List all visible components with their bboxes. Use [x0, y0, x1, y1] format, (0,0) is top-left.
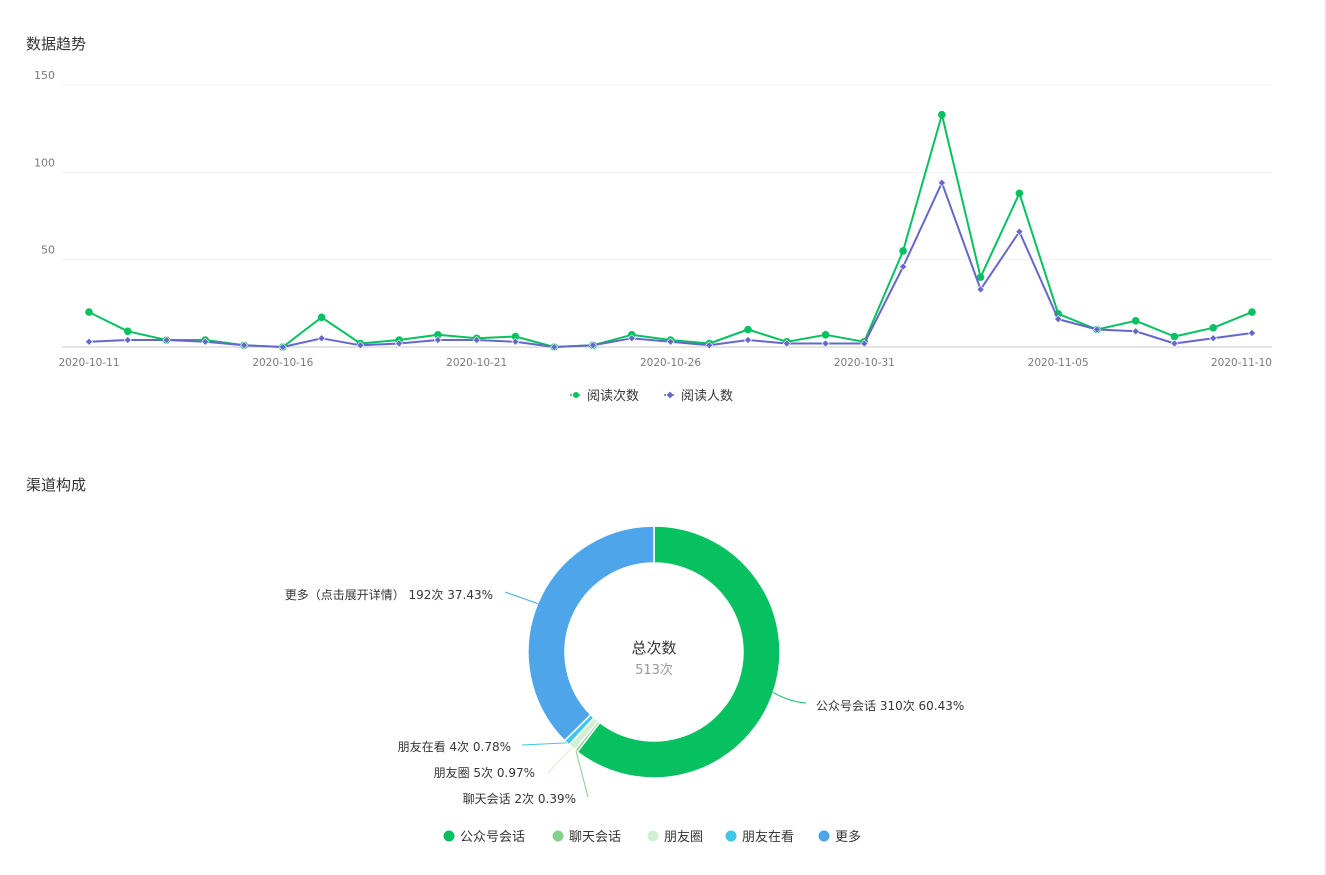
- x-tick-label: 2020-10-26: [640, 357, 701, 369]
- legend-item[interactable]: 阅读次数: [570, 388, 639, 404]
- data-point[interactable]: [976, 273, 985, 281]
- legend-swatch: [818, 830, 830, 842]
- data-point[interactable]: [1131, 327, 1140, 336]
- data-point[interactable]: [511, 337, 520, 346]
- data-point[interactable]: [123, 327, 132, 336]
- y-tick-label: 100: [34, 156, 55, 169]
- data-point[interactable]: [278, 342, 287, 352]
- legend-marker: [573, 392, 579, 398]
- trend-line-chart: 50 100 150 2020-10-11 2020-10-16 2020-10-21 20…: [34, 69, 1272, 404]
- legend-marker: [666, 391, 674, 399]
- data-point[interactable]: [162, 335, 171, 345]
- data-point[interactable]: [782, 339, 791, 348]
- data-point[interactable]: [433, 335, 442, 345]
- data-point[interactable]: [705, 341, 714, 350]
- donut-slice[interactable]: [576, 525, 781, 779]
- legend-item[interactable]: 更多: [818, 829, 862, 845]
- data-point[interactable]: [1015, 227, 1024, 236]
- data-point[interactable]: [434, 330, 442, 339]
- data-point[interactable]: [666, 337, 675, 346]
- legend-item[interactable]: 阅读人数: [664, 389, 733, 404]
- donut-center-label: 总次数: [631, 639, 676, 657]
- legend-label: 朋友在看: [742, 829, 794, 845]
- data-point[interactable]: [899, 247, 907, 255]
- data-point[interactable]: [123, 335, 132, 345]
- x-tick-label: 2020-10-16: [252, 357, 313, 369]
- data-point[interactable]: [938, 110, 946, 119]
- x-tick-label: 2020-10-11: [58, 357, 119, 369]
- legend-label: 更多: [835, 829, 861, 845]
- data-point[interactable]: [744, 335, 753, 345]
- donut-slice[interactable]: [527, 525, 655, 742]
- data-point[interactable]: [937, 178, 946, 187]
- data-point[interactable]: [976, 285, 985, 294]
- legend-label: 阅读次数: [587, 388, 639, 404]
- data-point[interactable]: [588, 341, 597, 350]
- data-point[interactable]: [627, 334, 636, 343]
- data-point[interactable]: [395, 339, 404, 348]
- x-tick-label: 2020-11-05: [1028, 357, 1089, 369]
- legend-swatch: [552, 830, 564, 842]
- data-point[interactable]: [240, 341, 249, 350]
- data-point[interactable]: [472, 335, 481, 345]
- data-point[interactable]: [511, 332, 520, 341]
- data-point[interactable]: [821, 330, 830, 339]
- data-point[interactable]: [84, 337, 94, 346]
- legend-swatch: [725, 830, 737, 842]
- channel-section-title: 渠道构成: [26, 476, 87, 494]
- y-tick-label: 50: [41, 244, 55, 257]
- data-point[interactable]: [860, 339, 869, 348]
- leader-line: [773, 692, 807, 704]
- leader-line: [504, 591, 538, 604]
- slice-label: 更多（点击展开详情） 192次 37.43%: [285, 587, 493, 602]
- data-point[interactable]: [1015, 189, 1024, 198]
- slice-label: 朋友圈 5次 0.97%: [434, 766, 535, 780]
- data-point[interactable]: [1054, 315, 1063, 324]
- data-point[interactable]: [821, 339, 830, 348]
- slice-label: 聊天会话 2次 0.39%: [463, 792, 576, 806]
- data-point[interactable]: [1209, 323, 1218, 332]
- data-point[interactable]: [1247, 329, 1257, 338]
- legend-item[interactable]: 朋友在看: [725, 829, 795, 845]
- legend-swatch: [647, 830, 659, 842]
- legend-swatch: [443, 830, 455, 842]
- legend-label: 朋友圈: [664, 829, 703, 845]
- x-tick-label: 2020-10-21: [446, 357, 507, 369]
- data-point[interactable]: [317, 334, 326, 343]
- legend-label: 公众号会话: [460, 830, 525, 845]
- leader-line: [547, 747, 573, 774]
- data-point[interactable]: [899, 262, 908, 271]
- scrollbar-track: [1324, 0, 1326, 875]
- y-tick-label: 150: [34, 69, 55, 82]
- legend-item[interactable]: 公众号会话: [443, 830, 526, 845]
- trend-section-title: 数据趋势: [26, 35, 87, 53]
- legend-item[interactable]: 朋友圈: [647, 829, 704, 845]
- data-point[interactable]: [317, 313, 326, 322]
- data-point[interactable]: [744, 325, 752, 334]
- legend-label: 聊天会话: [569, 830, 621, 845]
- leader-line: [521, 742, 567, 746]
- data-point[interactable]: [1248, 308, 1256, 316]
- x-tick-label: 2020-10-31: [834, 357, 895, 369]
- data-point[interactable]: [550, 342, 559, 352]
- slice-label: 公众号会话 310次 60.43%: [816, 699, 964, 713]
- legend-label: 阅读人数: [681, 389, 733, 404]
- data-point[interactable]: [1092, 325, 1101, 334]
- data-point[interactable]: [356, 341, 365, 350]
- data-point[interactable]: [201, 337, 210, 346]
- data-point[interactable]: [1170, 332, 1179, 341]
- leader-line: [575, 750, 589, 798]
- slice-label: 朋友在看 4次 0.78%: [398, 740, 511, 754]
- data-point[interactable]: [1131, 317, 1140, 325]
- donut-center-value: 513次: [635, 662, 673, 678]
- legend-item[interactable]: 聊天会话: [552, 830, 622, 845]
- x-tick-label: 2020-11-10: [1211, 357, 1272, 369]
- data-point[interactable]: [1209, 334, 1218, 343]
- data-point[interactable]: [1170, 339, 1179, 348]
- data-point[interactable]: [85, 308, 93, 316]
